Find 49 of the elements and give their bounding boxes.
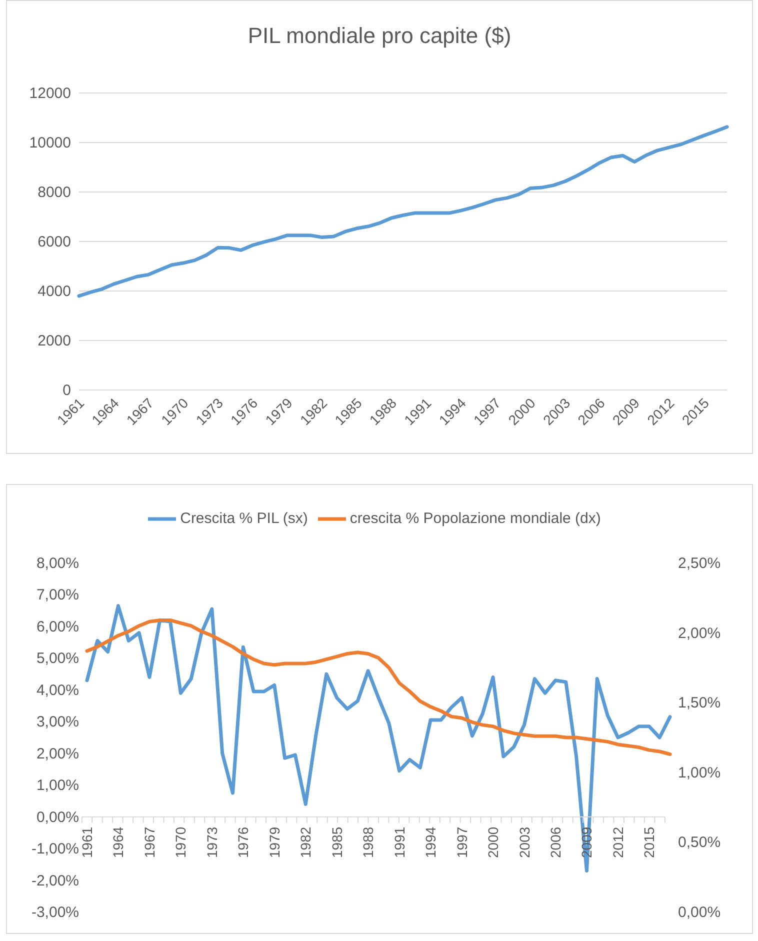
- y-tick-label: 7,00%: [36, 586, 79, 604]
- y2-tick-label: 2,00%: [678, 624, 721, 642]
- line-series: [85, 618, 672, 756]
- y-tick-label: 3,00%: [36, 714, 79, 731]
- y-tick-label: 4000: [38, 283, 71, 300]
- x-tick-label: 1970: [172, 826, 189, 858]
- line-series: [77, 125, 729, 298]
- y2-tick-label: 1,50%: [678, 694, 721, 712]
- x-tick-label: 1988: [360, 826, 376, 858]
- x-tick-label: 2000: [485, 826, 502, 858]
- y-tick-label: 1,00%: [36, 777, 79, 794]
- legend-label: Crescita % PIL (sx): [180, 510, 308, 527]
- y-tick-label: 4,00%: [36, 682, 79, 699]
- x-tick-label: 1967: [141, 826, 158, 858]
- y-tick-label: 10000: [29, 134, 71, 152]
- x-tick-label: 1973: [204, 826, 220, 858]
- y-tick-label: 8000: [38, 184, 71, 201]
- x-tick-label: 2009: [578, 826, 595, 858]
- x-tick-label: 1997: [454, 826, 470, 858]
- y2-tick-label: 2,50%: [678, 555, 721, 572]
- y-tick-label: 5,00%: [36, 650, 79, 668]
- y-tick-label: 6,00%: [36, 618, 79, 636]
- y-tick-label: 2,00%: [36, 745, 79, 762]
- x-tick-label: 2012: [610, 826, 626, 858]
- x-tick-label: 1964: [110, 826, 126, 858]
- x-tick-label: 1976: [235, 826, 252, 858]
- y-tick-label: -3,00%: [31, 904, 79, 921]
- chart-title: PIL mondiale pro capite ($): [246, 23, 512, 49]
- y2-tick-label: 1,00%: [678, 764, 721, 782]
- x-tick-label: 1982: [298, 826, 314, 858]
- x-tick-label: 2006: [547, 826, 564, 858]
- y2-tick-label: 0,50%: [678, 834, 721, 852]
- x-tick-label: 1979: [266, 826, 282, 858]
- y2-tick-label: 0,00%: [678, 904, 721, 921]
- x-tick-label: 1985: [328, 826, 345, 858]
- x-tick-label: 1961: [79, 826, 95, 858]
- x-tick-label: 2015: [641, 826, 658, 858]
- x-tick-label: 2003: [516, 826, 532, 858]
- y-tick-label: -1,00%: [31, 840, 79, 858]
- y-tick-label: -2,00%: [31, 872, 79, 890]
- y-tick-label: 6000: [38, 234, 71, 250]
- y-tick-label: 8,00%: [36, 555, 79, 572]
- x-tick-label: 1994: [422, 826, 439, 858]
- y-tick-label: 12000: [29, 85, 71, 102]
- y-tick-label: 0,00%: [36, 808, 79, 826]
- legend-label: crescita % Popolazione mondiale (dx): [350, 510, 601, 527]
- y-tick-label: 0: [62, 382, 71, 399]
- y-tick-label: 2000: [38, 332, 71, 350]
- x-tick-label: 1991: [391, 826, 408, 858]
